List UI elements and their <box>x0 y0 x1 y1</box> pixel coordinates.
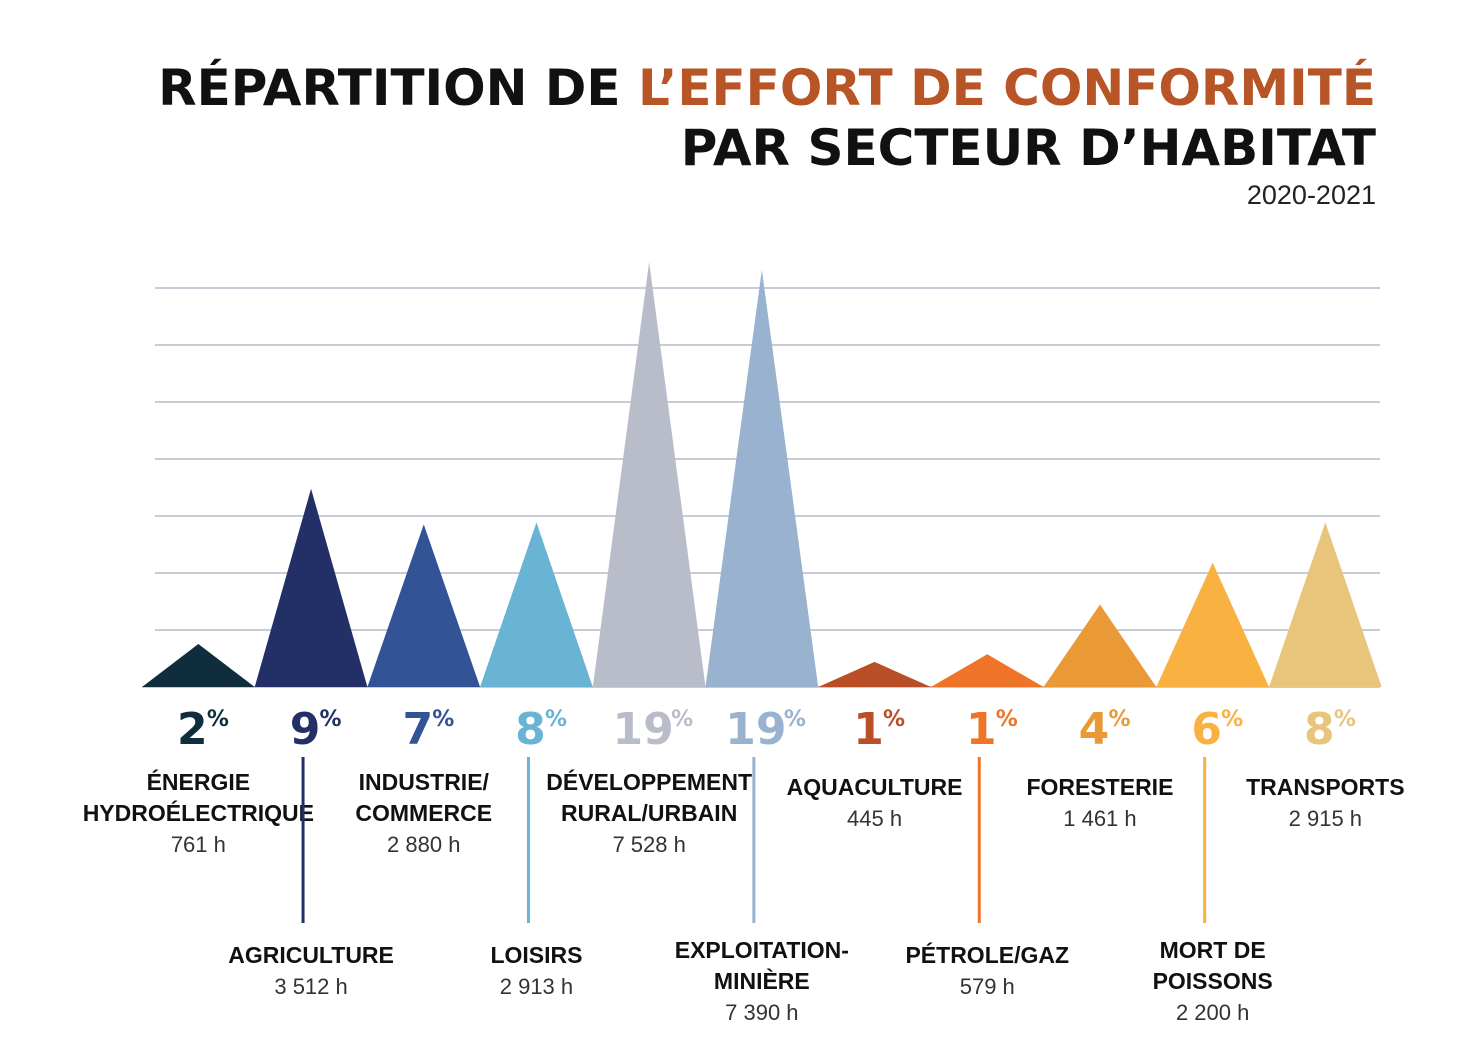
peak-7 <box>930 654 1044 687</box>
hours-label: 7 390 h <box>725 1000 798 1025</box>
peak-2 <box>367 524 481 687</box>
peak-8 <box>1043 604 1157 687</box>
peak-0 <box>142 644 255 687</box>
percent-label: 19 <box>613 704 674 755</box>
percent-label: 19 <box>725 704 786 755</box>
percent-symbol: % <box>1108 707 1130 732</box>
hours-label: 7 528 h <box>612 832 685 857</box>
percent-label: 1 <box>853 704 884 755</box>
category-label: LOISIRS <box>490 942 582 968</box>
percent-symbol: % <box>1334 707 1356 732</box>
hours-label: 445 h <box>847 806 902 831</box>
hours-label: 761 h <box>171 832 226 857</box>
category-label: EXPLOITATION- <box>675 937 849 963</box>
chart-title-line-1: RÉPARTITION DE L’EFFORT DE CONFORMITÉ <box>158 58 1376 118</box>
hours-label: 1 461 h <box>1063 806 1136 831</box>
hours-label: 579 h <box>960 974 1015 999</box>
category-label: POISSONS <box>1153 968 1273 994</box>
chart-title-accent: L’EFFORT DE CONFORMITÉ <box>638 59 1376 117</box>
hours-label: 2 880 h <box>387 832 460 857</box>
labels-layer: 2 % ÉNERGIE HYDROÉLECTRIQUE 761 h 9 % AGRICULTU… <box>83 704 1405 1025</box>
category-label: ÉNERGIE <box>147 768 251 795</box>
percent-label: 7 <box>402 704 433 755</box>
category-label: FORESTERIE <box>1026 774 1173 800</box>
category-label: RURAL/URBAIN <box>561 800 737 826</box>
percent-label: 4 <box>1079 704 1110 755</box>
percent-label: 8 <box>515 704 546 755</box>
category-label: COMMERCE <box>355 800 492 826</box>
peak-9 <box>1156 562 1269 687</box>
percent-label: 8 <box>1304 704 1335 755</box>
percent-label: 9 <box>290 704 321 755</box>
hours-label: 3 512 h <box>274 974 347 999</box>
percent-label: 2 <box>177 704 208 755</box>
peak-3 <box>480 522 593 687</box>
hours-label: 2 913 h <box>500 974 573 999</box>
category-label: AQUACULTURE <box>787 774 963 800</box>
peak-10 <box>1269 522 1382 687</box>
chart-title-block: RÉPARTITION DE L’EFFORT DE CONFORMITÉ PA… <box>158 58 1376 211</box>
category-label: AGRICULTURE <box>228 942 394 968</box>
chart-subtitle: 2020-2021 <box>1246 180 1376 210</box>
percent-symbol: % <box>671 707 693 732</box>
peak-5 <box>705 269 819 687</box>
peak-4 <box>592 262 706 687</box>
peak-6 <box>818 661 931 687</box>
percent-symbol: % <box>1221 707 1243 732</box>
chart-title-part1: RÉPARTITION DE <box>158 59 638 117</box>
percent-symbol: % <box>545 707 567 732</box>
percent-symbol: % <box>432 707 454 732</box>
category-label: INDUSTRIE/ <box>359 769 490 795</box>
percent-symbol: % <box>996 707 1018 732</box>
category-label: MINIÈRE <box>714 967 810 994</box>
percent-symbol: % <box>320 707 342 732</box>
category-label: HYDROÉLECTRIQUE <box>83 799 314 826</box>
hours-label: 2 200 h <box>1176 1000 1249 1025</box>
percent-symbol: % <box>883 707 905 732</box>
chart-title-line-2: PAR SECTEUR D’HABITAT <box>680 119 1376 177</box>
peak-1 <box>254 488 368 687</box>
category-label: TRANSPORTS <box>1246 774 1404 800</box>
percent-label: 1 <box>966 704 997 755</box>
category-label: DÉVELOPPEMENT <box>546 768 752 795</box>
percent-symbol: % <box>207 707 229 732</box>
percent-label: 6 <box>1191 704 1222 755</box>
category-label: PÉTROLE/GAZ <box>905 941 1069 968</box>
hours-label: 2 915 h <box>1289 806 1362 831</box>
peaks-layer <box>142 262 1382 687</box>
category-label: MORT DE <box>1160 937 1266 963</box>
percent-symbol: % <box>784 707 806 732</box>
